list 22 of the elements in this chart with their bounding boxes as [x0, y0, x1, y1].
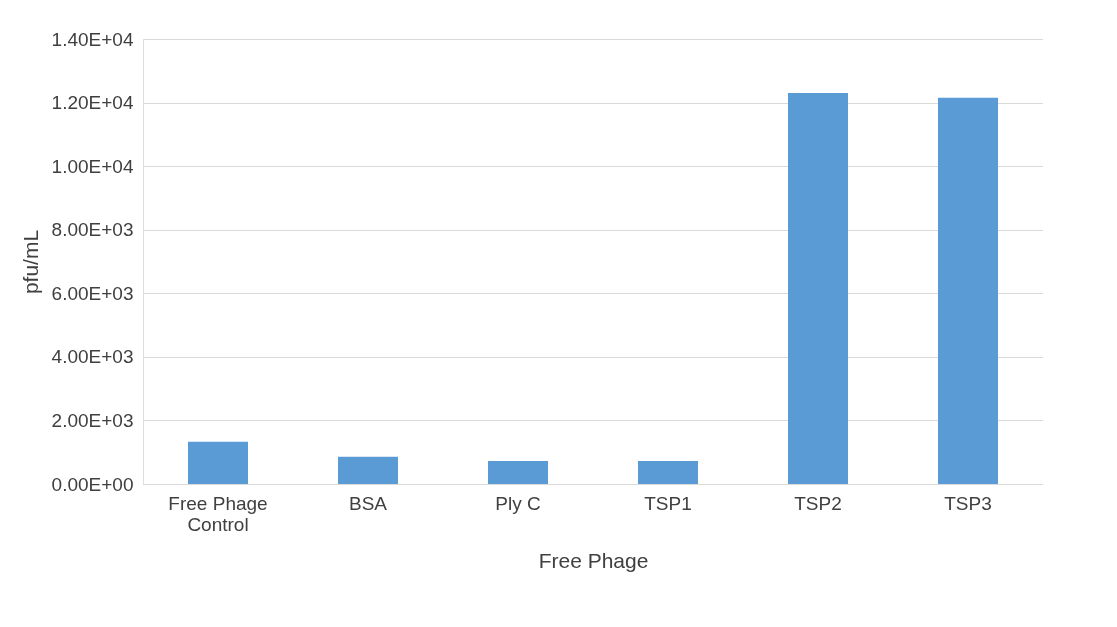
- bar: [488, 461, 548, 484]
- x-tick-label: Free Phage Control: [168, 492, 268, 535]
- x-axis-title: Free Phage: [538, 548, 649, 572]
- y-axis-title: pfu/mL: [18, 229, 42, 295]
- bar: [338, 456, 398, 484]
- y-tick-label: 0.00E+00: [51, 473, 134, 495]
- y-tick-label: 8.00E+03: [51, 219, 134, 241]
- y-tick-label: 4.00E+03: [51, 346, 134, 368]
- y-tick-label: 2.00E+03: [51, 409, 134, 431]
- x-tick-label: BSA: [348, 492, 388, 514]
- x-tick-label: TSP3: [944, 492, 992, 514]
- y-tick-label: 1.40E+04: [51, 28, 134, 50]
- bar: [638, 461, 698, 484]
- bar: [788, 93, 848, 484]
- y-tick-label: 6.00E+03: [51, 282, 134, 304]
- x-tick-label: TSP2: [794, 492, 842, 514]
- x-tick-label: TSP1: [644, 492, 692, 514]
- bar: [188, 441, 248, 484]
- y-tick-label: 1.20E+04: [51, 92, 134, 114]
- bar: [938, 97, 998, 484]
- x-tick-label: Ply C: [495, 492, 541, 514]
- y-tick-label: 1.00E+04: [51, 155, 134, 177]
